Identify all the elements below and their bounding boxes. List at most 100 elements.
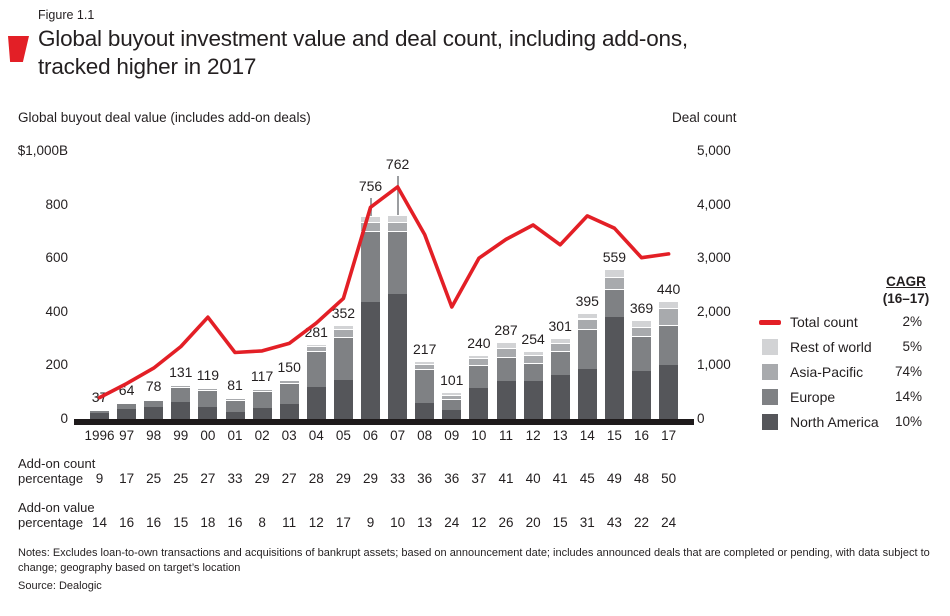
- bar-segment-north-america: [306, 386, 326, 419]
- bar-segment-europe: [388, 231, 408, 295]
- bar-segment-rest-of-world: [659, 301, 679, 309]
- bar-segment-asia-pacific: [171, 384, 191, 387]
- bar-total-label: 131: [169, 363, 193, 380]
- bar-segment-asia-pacific: [333, 328, 353, 337]
- bar-segment-europe: [252, 390, 272, 409]
- addon-value-percentage-value: 12: [308, 515, 324, 530]
- addon-count-percentage-value: 40: [525, 471, 541, 486]
- addon-count-percentage-value: 17: [119, 471, 135, 486]
- addon-value-percentage-value: 12: [471, 515, 487, 530]
- bar-segment-asia-pacific: [469, 357, 489, 366]
- bar-segment-north-america: [225, 412, 245, 419]
- legend-label: Asia-Pacific: [790, 364, 864, 380]
- legend-swatch-asia-pacific: [762, 364, 778, 380]
- addon-count-percentage-value: 9: [95, 471, 104, 486]
- bar-segment-europe: [144, 399, 164, 408]
- title-line-1: Global buyout investment value and deal …: [38, 26, 688, 51]
- bar-segment-asia-pacific: [632, 326, 651, 337]
- addon-value-percentage-value: 14: [91, 515, 108, 530]
- bar-total-label: 78: [145, 378, 162, 395]
- bar-segment-europe: [90, 409, 109, 414]
- bar-segment-europe: [198, 390, 218, 407]
- addon-value-label-line1: Add-on value: [18, 500, 95, 515]
- year-label: 10: [471, 428, 487, 443]
- year-label: 11: [498, 428, 513, 443]
- legend-label: Europe: [790, 389, 836, 405]
- addon-count-percentage-value: 27: [281, 471, 297, 486]
- bar-segment-asia-pacific: [496, 347, 516, 358]
- bar-segment-asia-pacific: [117, 402, 137, 404]
- year-label: 00: [200, 428, 216, 443]
- addon-value-percentage-value: 20: [525, 515, 541, 530]
- bar-segment-north-america: [252, 408, 272, 419]
- addon-value-percentage-value: 10: [390, 515, 406, 530]
- bar-total-label: 756: [358, 178, 383, 195]
- bar-segment-europe: [279, 382, 299, 405]
- bar-total-label: 559: [602, 249, 627, 266]
- addon-count-percentage-value: 45: [579, 471, 595, 486]
- bar-segment-north-america: [144, 407, 164, 419]
- addon-value-percentage-value: 24: [661, 515, 677, 530]
- bar-segment-north-america: [279, 404, 299, 419]
- legend-swatch-total-count-line: [759, 320, 781, 325]
- year-label: 14: [579, 428, 595, 443]
- bar-segment-north-america: [550, 374, 570, 419]
- addon-count-percentage-value: 48: [633, 471, 650, 486]
- addon-count-percentage-value: 29: [362, 471, 379, 486]
- bar-segment-north-america: [198, 406, 218, 419]
- addon-count-label-line2: percentage: [18, 471, 84, 486]
- bar-segment-north-america: [388, 294, 408, 419]
- bar-segment-north-america: [442, 409, 462, 419]
- bar-segment-rest-of-world: [306, 343, 326, 346]
- legend-swatch-europe: [762, 389, 778, 405]
- bar-segment-north-america: [632, 371, 651, 419]
- notes-text: Notes: Excludes loan-to-own transactions…: [18, 547, 930, 574]
- bar-total-label: 101: [440, 371, 464, 388]
- bar-label-leader-line: [396, 175, 399, 215]
- bar-segment-europe: [577, 329, 597, 370]
- bar-segment-north-america: [659, 365, 679, 419]
- addon-value-percentage-value: 24: [444, 515, 460, 530]
- year-label: 15: [606, 428, 622, 443]
- cagr-value: 74%: [894, 364, 922, 379]
- bar-total-label: 301: [548, 318, 572, 335]
- bar-segment-rest-of-world: [252, 387, 272, 389]
- bar-segment-north-america: [469, 388, 489, 419]
- cagr-value: 2%: [902, 314, 922, 329]
- bar-segment-rest-of-world: [469, 354, 489, 358]
- year-label: 09: [444, 428, 460, 443]
- bar-total-label: 352: [331, 304, 356, 321]
- addon-count-percentage-value: 29: [335, 471, 351, 486]
- legend-label: Total count: [790, 314, 858, 330]
- bar-segment-north-america: [361, 302, 380, 419]
- bar-total-label: 217: [413, 340, 437, 357]
- bar-segment-asia-pacific: [550, 342, 570, 351]
- bar-segment-rest-of-world: [171, 383, 191, 385]
- bar-segment-asia-pacific: [577, 318, 597, 330]
- legend-swatch-north-america: [762, 414, 778, 430]
- bar-segment-rest-of-world: [388, 214, 408, 222]
- bar-segment-rest-of-world: [361, 216, 380, 223]
- bar-segment-europe: [361, 230, 380, 303]
- addon-count-percentage-value: 49: [606, 471, 622, 486]
- bar-total-label: 81: [227, 377, 243, 394]
- addon-count-percentage-value: 25: [173, 471, 189, 486]
- bar-total-label: 240: [467, 334, 491, 351]
- right-axis-tick-label: 4,000: [697, 196, 731, 212]
- right-axis-title: Deal count: [672, 110, 737, 125]
- cagr-value: 14%: [894, 389, 922, 404]
- cagr-header: CAGR: [886, 274, 926, 289]
- bar-segment-asia-pacific: [659, 308, 679, 326]
- year-label: 17: [661, 428, 677, 443]
- year-label: 99: [173, 428, 189, 443]
- right-axis-tick-label: 1,000: [697, 357, 731, 373]
- bar-segment-rest-of-world: [415, 360, 435, 365]
- addon-value-percentage-value: 16: [227, 515, 243, 530]
- bar-segment-north-america: [171, 401, 191, 419]
- bar-segment-asia-pacific: [225, 398, 245, 401]
- addon-value-percentage-value: 43: [606, 515, 622, 530]
- year-label: 16: [633, 428, 650, 443]
- addon-value-percentage-value: 8: [258, 515, 266, 530]
- figure-label: Figure 1.1: [38, 8, 95, 22]
- right-axis-tick-label: 5,000: [697, 143, 731, 158]
